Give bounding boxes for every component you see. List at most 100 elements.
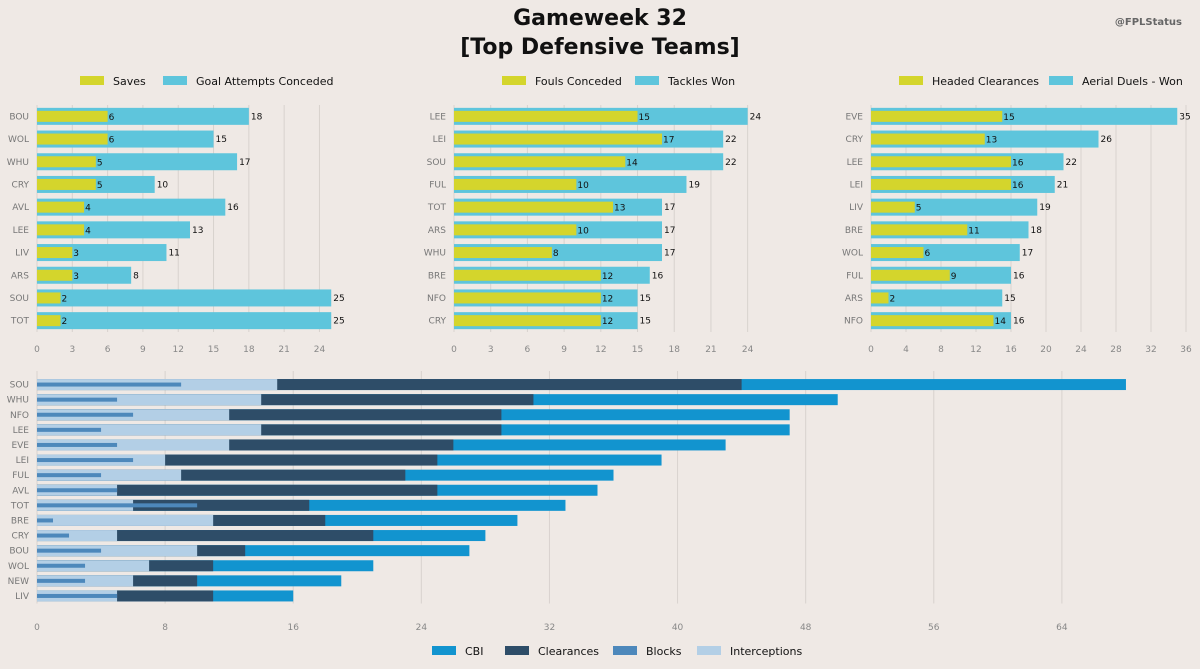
inner-value-label: 16 [1012,181,1024,191]
legend-swatch [635,76,659,85]
title-line-2: [Top Defensive Teams] [460,35,740,60]
chart-title: Gameweek 32 [Top Defensive Teams] [0,4,1200,62]
outer-value-label: 22 [725,158,736,168]
bar-fouls-conceded [454,201,614,213]
x-tick-label: 21 [705,345,716,355]
outer-value-label: 15 [640,294,651,304]
bar-clearances [37,379,742,391]
x-tick-label: 56 [928,623,940,633]
x-tick-label: 24 [314,345,326,355]
legend-swatch [163,76,187,85]
legend-swatch [505,646,529,655]
x-tick-label: 8 [938,345,944,355]
bar-fouls-conceded [454,133,662,145]
category-label: AVL [12,486,29,496]
inner-value-label: 13 [986,136,997,146]
x-tick-label: 3 [69,345,75,355]
bar-blocks [37,382,182,387]
category-label: TOT [10,317,30,327]
x-tick-label: 21 [278,345,289,355]
category-label: LEI [16,456,29,466]
inner-value-label: 12 [602,317,613,327]
legend-label: Clearances [538,645,599,658]
legend-label: Fouls Conceded [535,75,622,88]
bar-interceptions [37,424,262,436]
bar-blocks [37,488,118,493]
outer-value-label: 16 [652,271,664,281]
bar-saves [37,224,85,236]
outer-value-label: 8 [133,271,139,281]
category-label: NFO [10,411,29,421]
category-label: BRE [428,271,446,281]
bar-blocks [37,458,134,463]
bar-clearances [37,530,374,542]
category-label: CRY [846,135,864,145]
bar-interceptions [37,394,262,406]
inner-value-label: 3 [73,249,79,259]
x-tick-label: 3 [488,345,494,355]
x-tick-label: 24 [1075,345,1087,355]
legend-label: Interceptions [730,645,802,658]
x-tick-label: 15 [208,345,219,355]
x-tick-label: 36 [1180,345,1192,355]
title-line-1: Gameweek 32 [513,6,687,31]
outer-value-label: 17 [1022,249,1033,259]
bar-fouls-conceded [454,269,601,281]
bar-saves [37,201,85,213]
bar-blocks [37,563,86,568]
bar-blocks [37,578,86,583]
bar-clearances [37,409,502,421]
bar-clearances [37,454,438,466]
x-tick-label: 40 [672,623,684,633]
bar-headed-clearances [871,201,915,213]
x-tick-label: 0 [34,623,40,633]
outer-value-label: 17 [239,158,250,168]
x-tick-label: 15 [632,345,643,355]
category-label: LEE [847,158,864,168]
x-tick-label: 18 [243,345,255,355]
category-label: BOU [9,112,29,122]
bar-fouls-conceded [454,156,626,168]
x-tick-label: 9 [140,345,146,355]
category-label: BRE [845,226,863,236]
bar-interceptions [37,469,182,481]
inner-value-label: 10 [577,181,589,191]
category-label: NEW [8,577,29,587]
bar-interceptions [37,530,118,542]
bar-fouls-conceded [454,178,577,190]
bar-clearances [37,424,502,436]
bar-goal-attempts-conceded [37,289,332,307]
x-tick-label: 0 [34,345,40,355]
bar-saves [37,178,96,190]
bar-saves [37,269,73,281]
legend-swatch [502,76,526,85]
x-tick-label: 8 [162,623,168,633]
category-label: AVL [12,203,29,213]
x-tick-label: 0 [868,345,874,355]
legend-label: Aerial Duels - Won [1082,75,1183,88]
x-tick-label: 16 [287,623,299,633]
outer-value-label: 26 [1101,135,1113,145]
category-label: WHU [7,396,29,406]
bar-clearances [37,484,438,496]
inner-value-label: 6 [109,136,115,146]
twitter-handle: @FPLStatus [1114,17,1182,28]
category-label: NFO [844,317,863,327]
category-label: ARS [428,226,446,236]
outer-value-label: 22 [725,135,736,145]
outer-value-label: 35 [1179,112,1190,122]
x-tick-label: 12 [970,345,981,355]
bar-clearances [37,590,214,602]
inner-value-label: 16 [1012,158,1024,168]
inner-value-label: 15 [639,113,650,123]
x-tick-label: 20 [1040,345,1052,355]
category-label: BOU [9,547,29,557]
legend-label: Headed Clearances [932,75,1039,88]
bar-saves [37,110,108,122]
bar-headed-clearances [871,110,1003,122]
outer-value-label: 15 [1004,294,1015,304]
bar-clearances [37,439,454,451]
outer-value-label: 24 [750,112,762,122]
bar-blocks [37,397,118,402]
bar-saves [37,156,96,168]
